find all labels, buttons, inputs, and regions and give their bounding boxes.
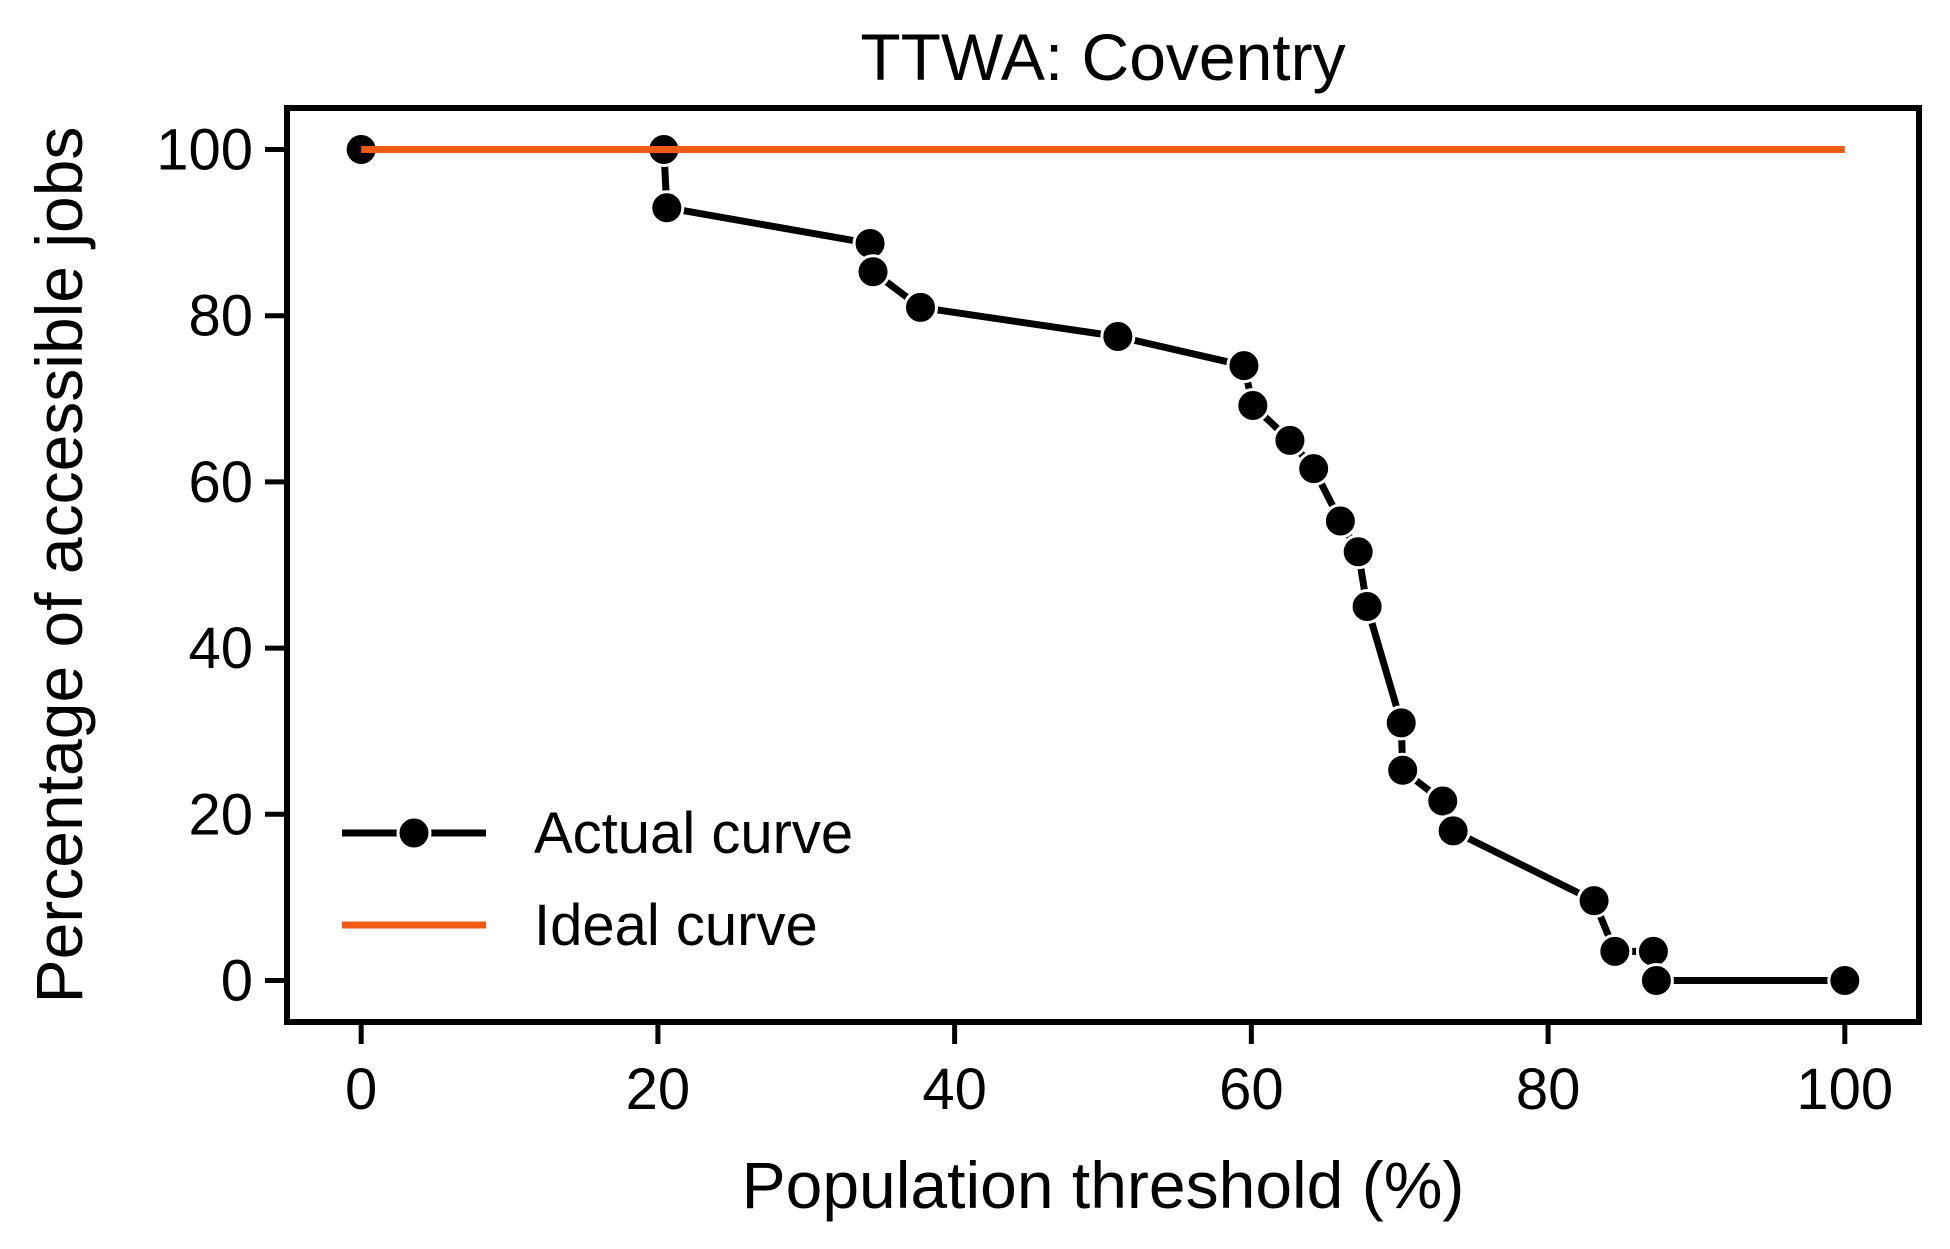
y-tick-label: 60 (188, 450, 253, 515)
series-1-point (1340, 534, 1376, 570)
series-1-point (1383, 705, 1419, 741)
y-tick-label: 80 (188, 284, 253, 349)
x-tick-label: 40 (922, 1057, 987, 1122)
series-1-point (1435, 813, 1471, 849)
y-tick-label: 100 (156, 118, 253, 183)
legend-actual-marker (396, 815, 432, 851)
y-axis-ticks: 0 20 40 60 80 100 (156, 118, 287, 1013)
y-tick-label: 40 (188, 616, 253, 681)
series-1-point (1638, 962, 1674, 998)
series-1-point (1597, 933, 1633, 969)
series-1-point (903, 289, 939, 325)
series-1-point (1100, 319, 1136, 354)
x-axis-label: Population threshold (%) (742, 1148, 1465, 1222)
series-1-point (1425, 783, 1461, 819)
x-tick-label: 20 (626, 1057, 691, 1122)
x-axis-ticks: 0 20 40 60 80 100 (345, 1022, 1893, 1122)
legend: Actual curve Ideal curve (318, 778, 928, 978)
series-1-point (1385, 752, 1421, 788)
series-1-point (649, 190, 685, 226)
legend-actual-label: Actual curve (534, 801, 853, 866)
series-1-point (1272, 422, 1308, 458)
series-1-point (1576, 883, 1612, 919)
series-1-point (1226, 348, 1262, 384)
x-tick-label: 80 (1516, 1057, 1581, 1122)
series-1-point (855, 254, 891, 290)
plot-area (284, 105, 1922, 1025)
series-1-point (1296, 451, 1332, 487)
legend-box (318, 778, 928, 978)
legend-ideal-label: Ideal curve (534, 893, 818, 958)
series-1-point (1827, 962, 1863, 998)
series-1-point (1322, 503, 1358, 539)
series-1-point (1635, 933, 1671, 969)
x-tick-label: 60 (1219, 1057, 1284, 1122)
series-1-point (1349, 589, 1385, 625)
x-tick-label: 100 (1796, 1057, 1893, 1122)
series-1-point (1235, 387, 1271, 423)
y-axis-label: Percentage of accessible jobs (22, 127, 96, 1004)
series-layer (343, 132, 1863, 998)
chart-title: TTWA: Coventry (860, 20, 1345, 94)
plot-frame (284, 105, 1922, 1025)
y-tick-label: 0 (221, 948, 253, 1013)
x-tick-label: 0 (345, 1057, 377, 1122)
y-tick-label: 20 (188, 782, 253, 847)
